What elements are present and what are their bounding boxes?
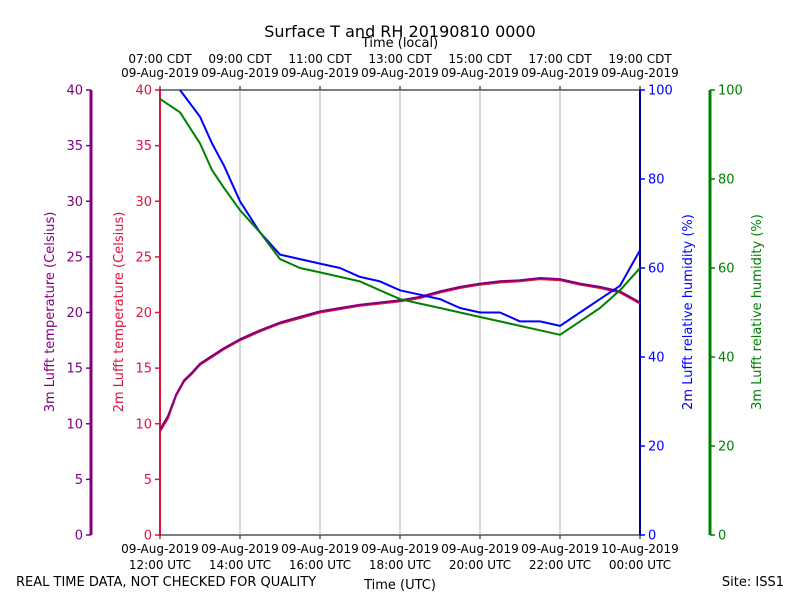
temp2m-tick-label: 35	[135, 139, 152, 154]
temp3m-tick-label: 0	[75, 529, 83, 544]
temp3m-axis-label: 3m Lufft temperature (Celsius)	[43, 212, 58, 413]
rh3m-axis-ticks: 0 20 40 60 80 100	[710, 84, 743, 544]
rh2m-tick-label: 80	[648, 173, 665, 188]
rh3m-tick-label: 0	[718, 529, 726, 544]
temp2m-axis-label: 2m Lufft temperature (Celsius)	[112, 212, 127, 413]
temp2m-tick-label: 5	[144, 473, 152, 488]
temp2m-tick-label: 15	[135, 362, 152, 377]
top-tick-date: 09-Aug-2019	[441, 66, 519, 80]
rh3m-tick-label: 40	[718, 351, 735, 366]
temp2m-tick-label: 25	[135, 250, 152, 265]
bottom-tick-date: 09-Aug-2019	[441, 542, 519, 556]
top-tick-date: 09-Aug-2019	[361, 66, 439, 80]
bottom-tick-date: 09-Aug-2019	[521, 542, 599, 556]
vertical-gridlines	[239, 90, 561, 535]
temp3m-tick-label: 35	[66, 139, 83, 154]
top-tick-date: 09-Aug-2019	[601, 66, 679, 80]
temp3m-tick-label: 40	[66, 84, 83, 99]
temp3m-tick-label: 30	[66, 195, 83, 210]
series-line-rh2m	[178, 90, 640, 327]
bottom-tick-date: 09-Aug-2019	[281, 542, 359, 556]
series-layer	[160, 90, 640, 433]
bottom-axis-label: Time (UTC)	[363, 578, 436, 593]
temp3m-tick-label: 5	[75, 473, 83, 488]
bottom-tick-date: 09-Aug-2019	[121, 542, 199, 556]
temp3m-tick-label: 15	[66, 362, 83, 377]
rh2m-tick-label: 60	[648, 262, 665, 277]
bottom-tick-time: 16:00 UTC	[289, 558, 351, 572]
rh3m-tick-label: 60	[718, 262, 735, 277]
bottom-tick-time: 14:00 UTC	[209, 558, 271, 572]
rh2m-axis-ticks: 0 20 40 60 80 100	[640, 84, 673, 544]
top-tick-time: 07:00 CDT	[128, 52, 192, 66]
chart-title: Surface T and RH 20190810 0000	[264, 22, 536, 41]
temp3m-axis-ticks: 0 5 10 15 20 25 30 35 40	[66, 84, 91, 544]
temp2m-axis-ticks: 0 5 10 15 20 25 30 35 40	[135, 84, 160, 544]
rh3m-axis-label: 3m Lufft relative humidity (%)	[750, 214, 765, 410]
top-tick-time: 17:00 CDT	[528, 52, 592, 66]
bottom-tick-time: 18:00 UTC	[369, 558, 431, 572]
top-axis-label: Time (local)	[361, 36, 438, 51]
temp3m-tick-label: 25	[66, 250, 83, 265]
temp2m-tick-label: 40	[135, 84, 152, 99]
bottom-tick-time: 20:00 UTC	[449, 558, 511, 572]
top-tick-time: 11:00 CDT	[288, 52, 352, 66]
rh2m-tick-label: 0	[648, 529, 656, 544]
temp2m-tick-label: 30	[135, 195, 152, 210]
top-tick-time: 19:00 CDT	[608, 52, 672, 66]
bottom-tick-date: 09-Aug-2019	[201, 542, 279, 556]
rh2m-tick-label: 20	[648, 440, 665, 455]
bottom-tick-date: 10-Aug-2019	[601, 542, 679, 556]
bottom-tick-time: 12:00 UTC	[129, 558, 191, 572]
rh2m-axis-label: 2m Lufft relative humidity (%)	[681, 214, 696, 410]
rh2m-tick-label: 100	[648, 84, 673, 99]
top-tick-date: 09-Aug-2019	[281, 66, 359, 80]
bottom-tick-date: 09-Aug-2019	[361, 542, 439, 556]
top-tick-time: 09:00 CDT	[208, 52, 272, 66]
bottom-tick-time: 22:00 UTC	[529, 558, 591, 572]
rh3m-tick-label: 80	[718, 173, 735, 188]
top-tick-date: 09-Aug-2019	[521, 66, 599, 80]
rh3m-tick-label: 20	[718, 440, 735, 455]
quality-disclaimer: REAL TIME DATA, NOT CHECKED FOR QUALITY	[16, 575, 317, 590]
site-label: Site: ISS1	[721, 575, 784, 590]
rh3m-tick-label: 100	[718, 84, 743, 99]
series-line-rh3m	[160, 98, 640, 336]
temp2m-tick-label: 0	[144, 529, 152, 544]
top-tick-time: 13:00 CDT	[368, 52, 432, 66]
temp2m-tick-label: 20	[135, 306, 152, 321]
top-tick-date: 09-Aug-2019	[121, 66, 199, 80]
top-tick-date: 09-Aug-2019	[201, 66, 279, 80]
temp3m-tick-label: 20	[66, 306, 83, 321]
temp3m-tick-label: 10	[66, 417, 83, 432]
bottom-time-ticks: 09-Aug-2019 12:00 UTC 09-Aug-2019 14:00 UTC…	[121, 535, 679, 572]
temp2m-tick-label: 10	[135, 417, 152, 432]
top-tick-time: 15:00 CDT	[448, 52, 512, 66]
series-line-temp3m	[160, 277, 640, 430]
bottom-tick-time: 00:00 UTC	[609, 558, 671, 572]
rh2m-tick-label: 40	[648, 351, 665, 366]
